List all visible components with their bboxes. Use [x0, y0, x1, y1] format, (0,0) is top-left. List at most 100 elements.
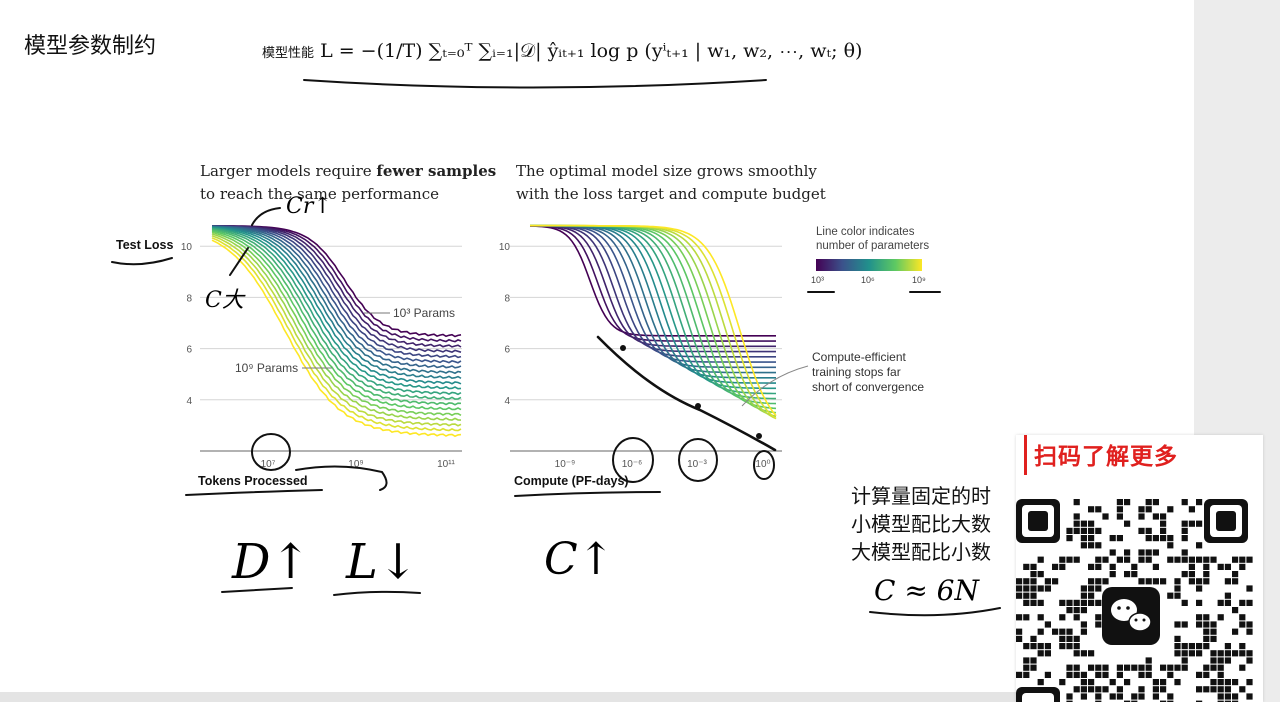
left-xtick-0: 10⁷: [261, 459, 276, 470]
qr-cell: [1203, 686, 1210, 693]
qr-cell: [1224, 578, 1231, 585]
qr-cell: [1016, 671, 1023, 678]
ink-formula-underline: [303, 79, 767, 89]
ink-crit: Cr↑: [286, 194, 332, 219]
qr-cell: [1181, 650, 1188, 657]
qr-cell: [1066, 527, 1073, 534]
qr-cell: [1095, 693, 1102, 700]
qr-cell: [1023, 599, 1030, 606]
qr-cell: [1124, 664, 1131, 671]
qr-code[interactable]: [1016, 497, 1256, 702]
qr-cell: [1232, 607, 1239, 614]
qr-cell: [1160, 527, 1167, 534]
qr-cell: [1030, 578, 1037, 585]
qr-cell: [1160, 535, 1167, 542]
qr-cell: [1095, 585, 1102, 592]
qr-cell: [1246, 599, 1253, 606]
qr-cell: [1124, 700, 1131, 702]
right-series-line-8: [530, 224, 776, 379]
qr-cell: [1203, 556, 1210, 563]
qr-cell: [1138, 556, 1145, 563]
qr-title-frame: [1024, 435, 1211, 475]
qr-cell: [1160, 679, 1167, 686]
qr-cell: [1059, 628, 1066, 635]
left-caption-bold: fewer samples: [376, 162, 497, 180]
qr-cell: [1088, 520, 1095, 527]
qr-cell: [1210, 621, 1217, 628]
left-series-line-5: [211, 225, 462, 364]
qr-cell: [1088, 506, 1095, 513]
left-chart-caption: Larger models require fewer samples to r…: [200, 160, 496, 206]
qr-cell: [1080, 542, 1087, 549]
qr-cell: [1030, 635, 1037, 642]
qr-cell: [1217, 700, 1224, 702]
ink-d-up: D↑: [232, 534, 311, 590]
right-xtick-3: 10⁰: [755, 459, 770, 470]
left-series-line-12: [211, 228, 462, 400]
qr-cell: [1095, 621, 1102, 628]
qr-cell: [1073, 556, 1080, 563]
right-caption-line2: with the loss target and compute budget: [516, 185, 826, 203]
qr-cell: [1030, 563, 1037, 570]
qr-cell: [1138, 513, 1145, 520]
qr-cell: [1196, 542, 1203, 549]
qr-cell: [1037, 585, 1044, 592]
qr-cell: [1116, 686, 1123, 693]
qr-cell: [1059, 556, 1066, 563]
qr-cell: [1066, 671, 1073, 678]
qr-cell: [1138, 578, 1145, 585]
compute-efficient-note: Compute-efficient training stops far sho…: [812, 350, 924, 395]
left-series-line-0: [212, 225, 462, 338]
qr-cell: [1080, 585, 1087, 592]
legend-title-1: Line color indicates: [816, 226, 915, 238]
qr-cell: [1066, 599, 1073, 606]
qr-cell: [1080, 592, 1087, 599]
qr-cell: [1059, 679, 1066, 686]
qr-cell: [1088, 592, 1095, 599]
tick-labels: 4 6 8 10 4 6 8 10 10⁷ 10⁹ 10¹¹ 10⁻⁹ 10⁻⁶ 10⁻³ 10⁰: [181, 242, 771, 470]
qr-cell: [1124, 571, 1131, 578]
qr-cell: [1203, 643, 1210, 650]
ink-tokens-underline: [185, 489, 323, 496]
ink-d-underline: [221, 587, 293, 593]
ink-dot-1: [620, 345, 626, 351]
qr-cell: [1224, 693, 1231, 700]
qr-cell: [1196, 556, 1203, 563]
ink-c-up: C↑: [544, 534, 615, 585]
qr-cell: [1044, 621, 1051, 628]
qr-cell: [1088, 585, 1095, 592]
qr-cell: [1080, 535, 1087, 542]
qr-cell: [1116, 499, 1123, 506]
qr-cell: [1181, 571, 1188, 578]
qr-cell: [1217, 650, 1224, 657]
qr-cell: [1131, 571, 1138, 578]
qr-cell: [1188, 520, 1195, 527]
qr-cell: [1080, 520, 1087, 527]
qr-cell: [1059, 614, 1066, 621]
qr-card[interactable]: 扫码了解更多: [1016, 435, 1263, 702]
qr-cell: [1138, 527, 1145, 534]
left-xtick-2: 10¹¹: [437, 459, 455, 470]
qr-cell: [1037, 628, 1044, 635]
left-series-line-8: [211, 226, 462, 380]
qr-cell: [1023, 563, 1030, 570]
note-arrow: [741, 365, 809, 407]
qr-cell: [1095, 556, 1102, 563]
qr-cell: [1059, 599, 1066, 606]
qr-cell: [1095, 563, 1102, 570]
left-ytick-6: 6: [186, 345, 192, 356]
qr-cell: [1181, 556, 1188, 563]
qr-cell: [1102, 556, 1109, 563]
ink-annotations: [111, 79, 1001, 617]
qr-cell: [1145, 535, 1152, 542]
left-grid: [200, 245, 462, 452]
qr-cell: [1102, 686, 1109, 693]
qr-cell: [1052, 563, 1059, 570]
qr-cell: [1016, 635, 1023, 642]
qr-cell: [1145, 549, 1152, 556]
qr-cell: [1073, 527, 1080, 534]
qr-cell: [1030, 643, 1037, 650]
qr-cell: [1030, 664, 1037, 671]
qr-cell: [1030, 657, 1037, 664]
qr-cell: [1188, 650, 1195, 657]
